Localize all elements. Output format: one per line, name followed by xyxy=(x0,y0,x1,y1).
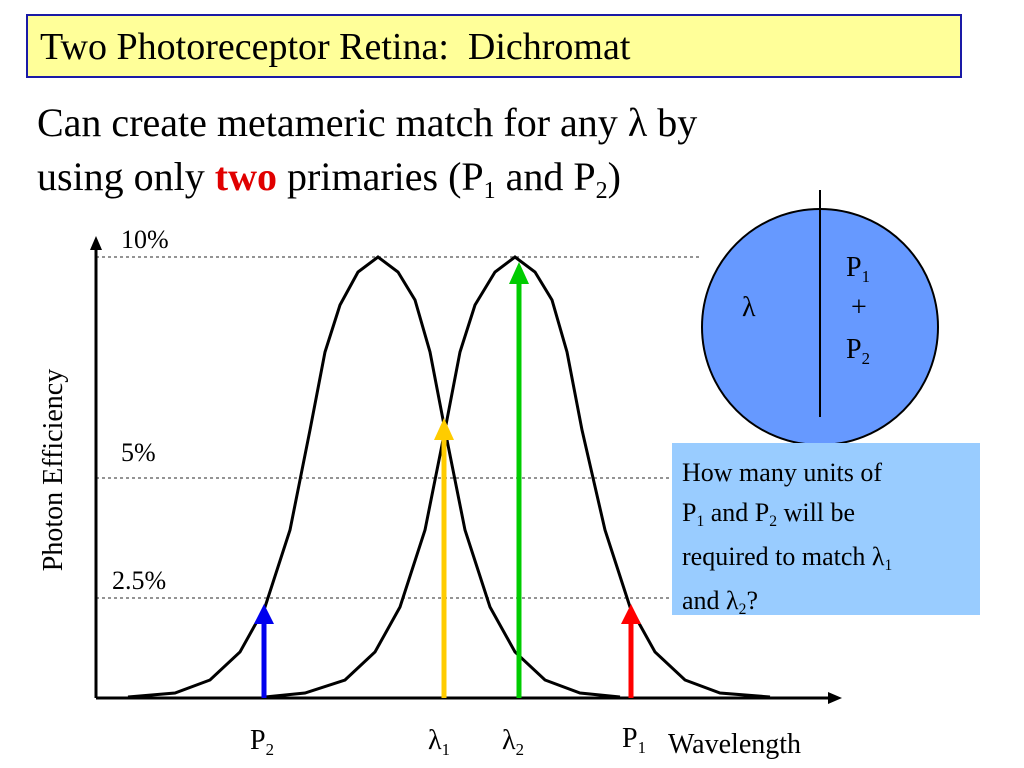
question-callout: How many units of P1 and P2 will be requ… xyxy=(672,443,980,618)
subtitle-text: primaries (P xyxy=(277,154,484,199)
subscript: 1 xyxy=(483,178,496,205)
arrowhead-p2 xyxy=(254,604,274,624)
level-label-10: 10% xyxy=(121,225,169,254)
subtitle-text: Can create metameric match for any xyxy=(37,100,628,145)
circle-right-plus: + xyxy=(851,292,867,323)
x-label-lambda2: λ2 xyxy=(502,725,524,759)
x-axis-arrowhead xyxy=(828,692,842,704)
y-axis-arrowhead xyxy=(90,236,102,250)
slide-title: Two Photoreceptor Retina: Dichromat xyxy=(40,26,631,68)
subtitle: Can create metameric match for any λ by … xyxy=(37,96,837,210)
arrowhead-lambda1 xyxy=(434,418,454,440)
question-line: required to match λ1 xyxy=(682,542,893,575)
title-box: Two Photoreceptor Retina: Dichromat xyxy=(26,14,962,78)
subtitle-text: by xyxy=(647,100,698,145)
lambda-symbol: λ xyxy=(627,100,648,145)
question-line: P1 and P2 will be xyxy=(682,498,856,531)
circle-right-p1: P1 xyxy=(846,252,870,286)
subtitle-text: ) xyxy=(607,154,621,199)
x-label-lambda1: λ1 xyxy=(428,725,450,759)
x-label-p1: P1 xyxy=(622,723,646,757)
level-label-2-5: 2.5% xyxy=(112,566,167,595)
cone-curve-2 xyxy=(264,255,771,699)
subtitle-text: using only xyxy=(37,154,215,199)
subtitle-text: and P xyxy=(495,154,596,199)
y-axis-label: Photon Efficiency xyxy=(38,368,69,572)
emphasis-two: two xyxy=(214,154,278,199)
cone-curve-1 xyxy=(127,255,621,699)
arrowhead-p1 xyxy=(621,604,641,624)
level-label-5: 5% xyxy=(121,438,156,467)
question-line: How many units of xyxy=(682,458,883,487)
x-label-p2: P2 xyxy=(250,725,274,759)
question-line: and λ2? xyxy=(682,586,758,619)
x-axis-label: Wavelength xyxy=(668,729,802,760)
circle-right-p2: P2 xyxy=(846,334,870,368)
arrowhead-lambda2 xyxy=(509,262,529,284)
circle-left-lambda: λ xyxy=(742,292,756,323)
subscript: 2 xyxy=(595,178,608,205)
